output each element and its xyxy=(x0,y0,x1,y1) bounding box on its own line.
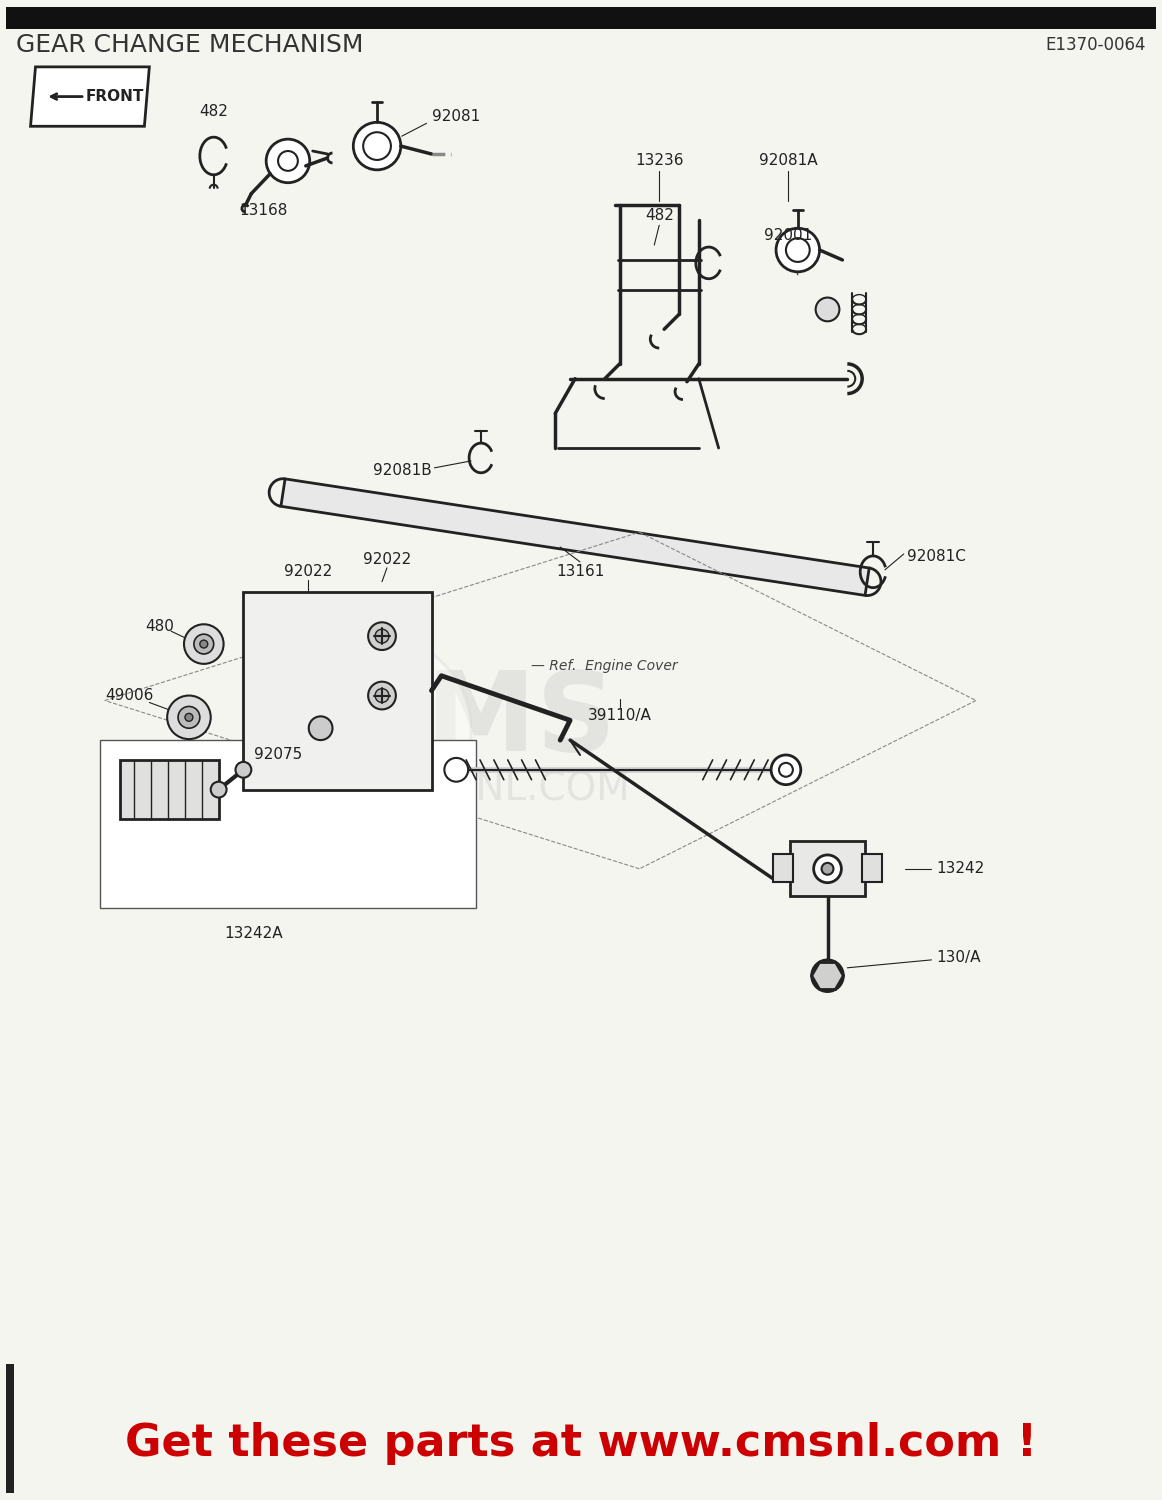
Text: 13236: 13236 xyxy=(634,153,683,168)
Bar xyxy=(120,760,218,819)
Circle shape xyxy=(284,636,471,825)
Circle shape xyxy=(772,754,801,784)
Circle shape xyxy=(167,696,210,740)
Circle shape xyxy=(194,634,214,654)
Text: 13242: 13242 xyxy=(937,861,984,876)
Circle shape xyxy=(822,862,833,874)
Polygon shape xyxy=(281,478,869,596)
Text: 39110/A: 39110/A xyxy=(588,708,652,723)
Circle shape xyxy=(368,681,396,710)
Polygon shape xyxy=(30,68,150,126)
Text: 13242A: 13242A xyxy=(224,926,282,940)
Text: Get these parts at www.cmsnl.com !: Get these parts at www.cmsnl.com ! xyxy=(125,1422,1037,1464)
Text: 49006: 49006 xyxy=(106,688,153,703)
Text: 482: 482 xyxy=(645,209,674,224)
Text: 92081A: 92081A xyxy=(759,153,817,168)
Circle shape xyxy=(816,297,839,321)
Text: 130/A: 130/A xyxy=(937,951,981,966)
Circle shape xyxy=(779,764,792,777)
Circle shape xyxy=(813,855,841,882)
Circle shape xyxy=(353,123,401,170)
Bar xyxy=(862,853,882,882)
Text: 92022: 92022 xyxy=(363,552,411,567)
Text: GEAR CHANGE MECHANISM: GEAR CHANGE MECHANISM xyxy=(16,33,364,57)
Text: CMSNL.COM: CMSNL.COM xyxy=(390,771,631,808)
Text: 92001: 92001 xyxy=(763,228,812,243)
Circle shape xyxy=(178,706,200,728)
Text: 92081B: 92081B xyxy=(373,464,431,478)
Circle shape xyxy=(236,762,251,777)
Bar xyxy=(6,1364,14,1492)
Circle shape xyxy=(776,228,819,272)
Circle shape xyxy=(786,238,810,262)
Text: 482: 482 xyxy=(199,104,228,118)
Text: 92022: 92022 xyxy=(284,564,332,579)
Text: 13168: 13168 xyxy=(239,202,287,217)
Bar xyxy=(790,842,866,896)
Text: FRONT: FRONT xyxy=(86,88,144,104)
Bar xyxy=(773,853,792,882)
Bar xyxy=(243,591,431,789)
Circle shape xyxy=(375,688,389,702)
Bar xyxy=(6,8,1156,30)
Circle shape xyxy=(812,960,844,992)
Circle shape xyxy=(184,624,223,664)
Bar xyxy=(100,740,476,909)
Circle shape xyxy=(444,758,468,782)
Circle shape xyxy=(185,714,193,722)
Text: 92075: 92075 xyxy=(254,747,302,762)
Circle shape xyxy=(364,132,390,160)
Circle shape xyxy=(200,640,208,648)
Circle shape xyxy=(309,717,332,740)
Text: CMS: CMS xyxy=(345,668,617,774)
Text: 480: 480 xyxy=(145,618,173,633)
Circle shape xyxy=(210,782,227,798)
Text: 13161: 13161 xyxy=(555,564,604,579)
Circle shape xyxy=(278,152,297,171)
Circle shape xyxy=(266,140,310,183)
Text: E1370-0064: E1370-0064 xyxy=(1046,36,1146,54)
Text: 92081: 92081 xyxy=(431,110,480,125)
Text: 92081C: 92081C xyxy=(906,549,966,564)
Circle shape xyxy=(368,622,396,650)
Text: — Ref.  Engine Cover: — Ref. Engine Cover xyxy=(531,658,677,674)
Circle shape xyxy=(375,628,389,644)
